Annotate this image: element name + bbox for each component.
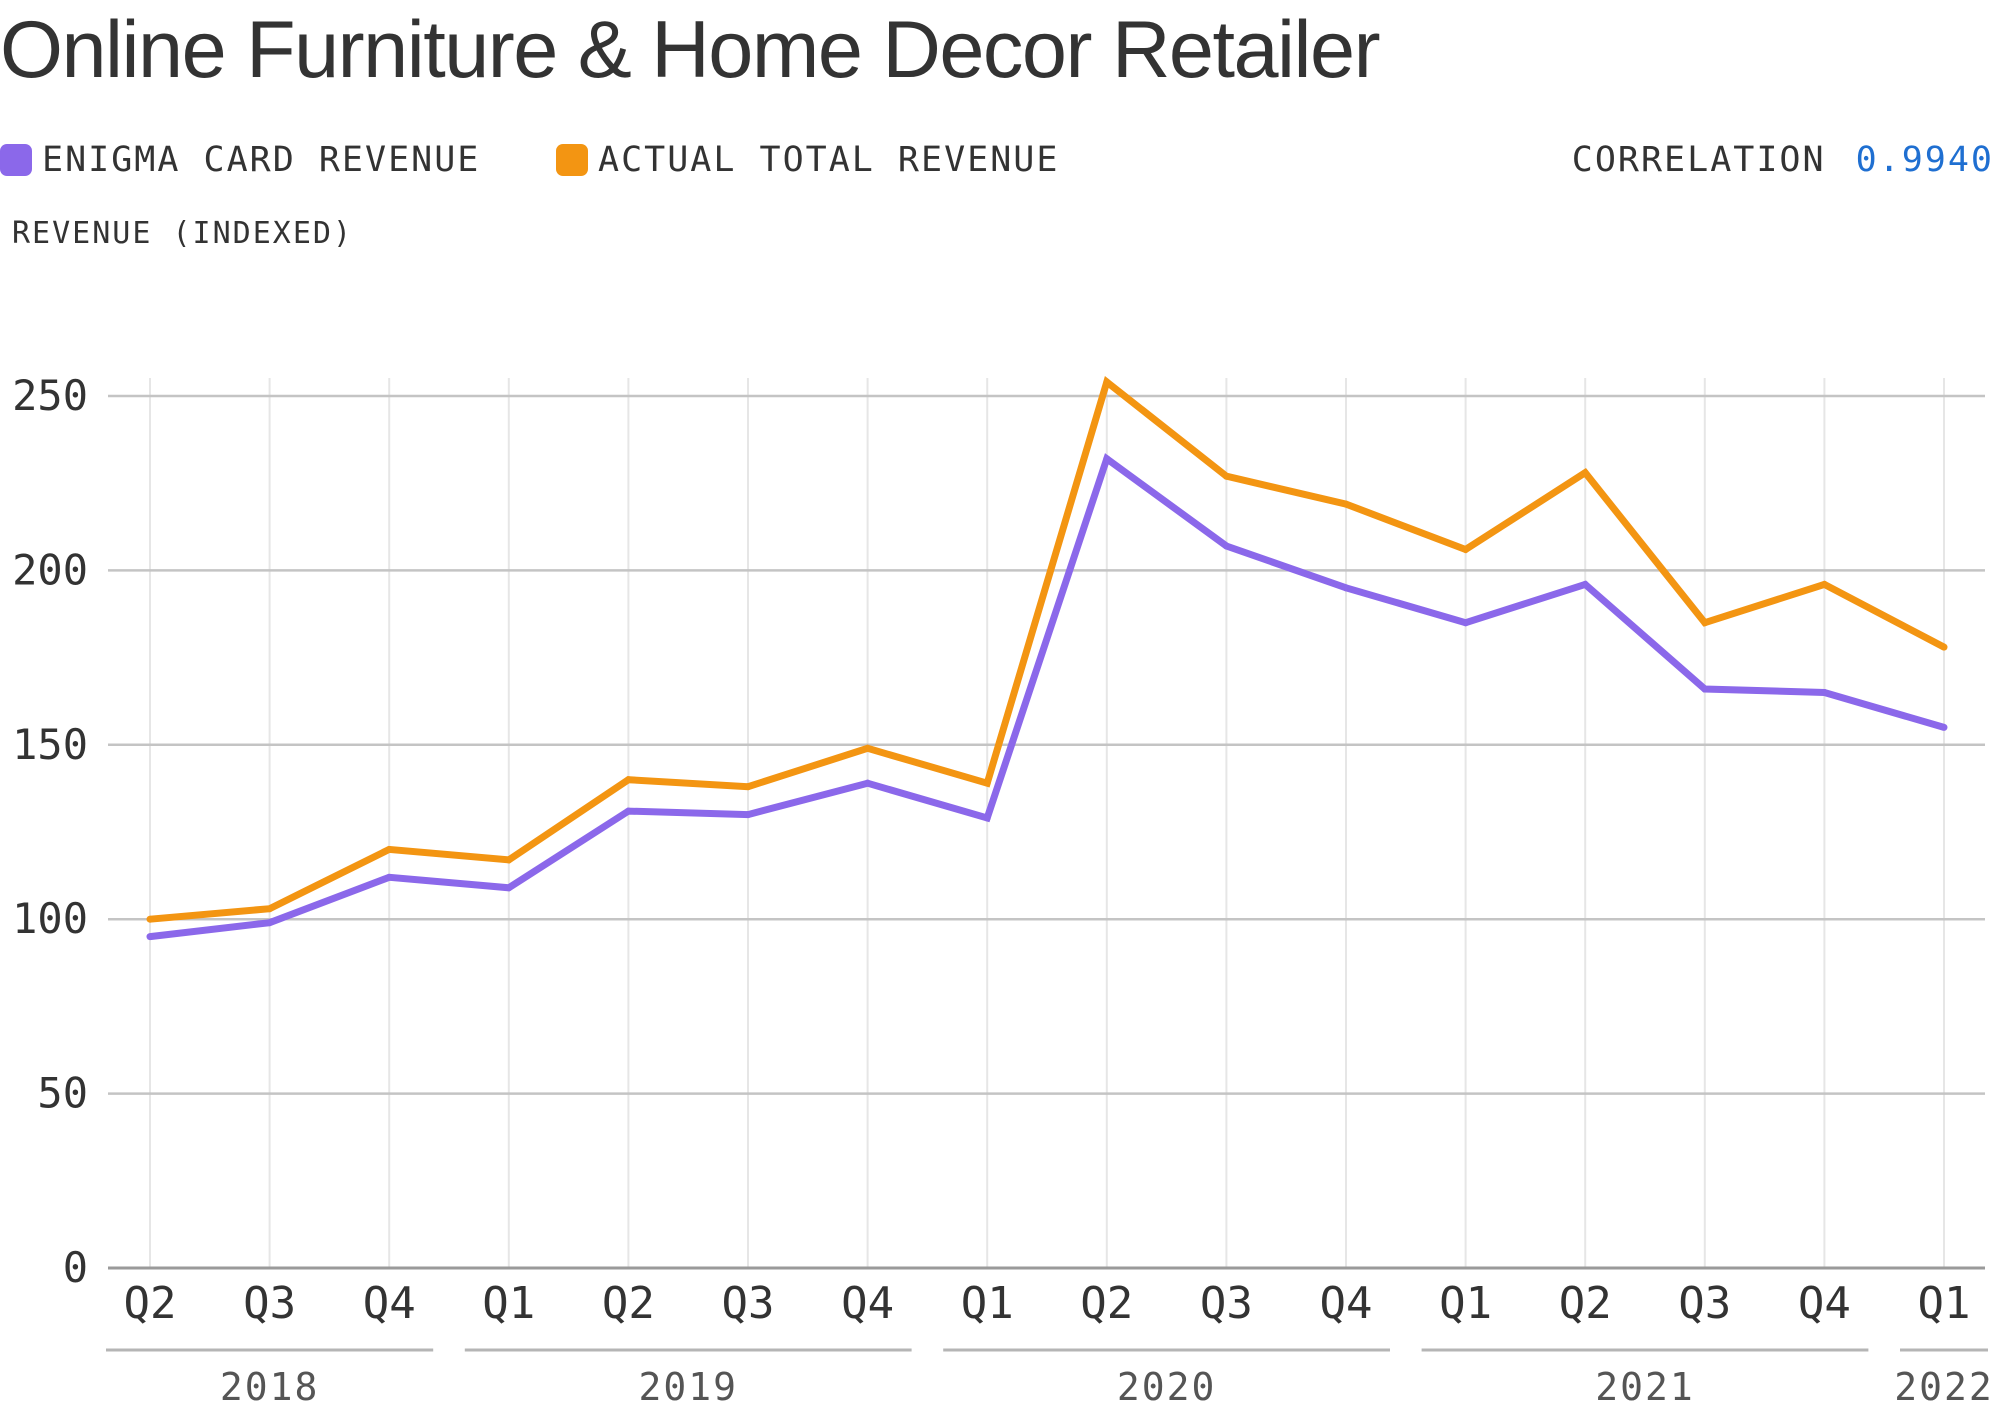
- actual-total-revenue-point: [1581, 469, 1589, 477]
- x-tick-label: Q2: [1559, 1278, 1612, 1329]
- enigma-card-revenue-point: [1581, 580, 1589, 588]
- actual-total-revenue-point: [1701, 619, 1709, 627]
- actual-total-revenue-point: [1103, 378, 1111, 386]
- correlation-label: CORRELATION: [1571, 140, 1826, 180]
- enigma-card-revenue-line: [149, 453, 1945, 941]
- year-label: 2022: [1894, 1365, 1994, 1409]
- legend-item-enigma: ENIGMA CARD REVENUE: [0, 140, 480, 180]
- legend: ENIGMA CARD REVENUE ACTUAL TOTAL REVENUE…: [0, 140, 2002, 188]
- enigma-card-revenue-point: [1342, 584, 1350, 592]
- enigma-card-revenue-point: [505, 884, 513, 892]
- x-tick-label: Q3: [1200, 1278, 1253, 1329]
- year-label: 2020: [1117, 1365, 1217, 1409]
- x-tick-label: Q4: [363, 1278, 416, 1329]
- enigma-card-revenue-point: [146, 933, 154, 941]
- enigma-card-revenue-point: [1222, 542, 1230, 550]
- chart-title: Online Furniture & Home Decor Retailer: [0, 5, 1381, 95]
- year-label: 2021: [1595, 1365, 1695, 1409]
- actual-total-revenue-line: [149, 376, 1946, 923]
- y-tick-label: 150: [12, 720, 88, 769]
- legend-item-actual: ACTUAL TOTAL REVENUE: [556, 140, 1059, 180]
- legend-swatch-actual: [556, 144, 588, 176]
- actual-total-revenue-point: [146, 915, 154, 923]
- y-axis-label: REVENUE (INDEXED): [12, 216, 354, 251]
- enigma-card-revenue-point: [983, 814, 991, 822]
- correlation-value: 0.9940: [1855, 140, 1994, 180]
- x-tick-label: Q2: [602, 1278, 655, 1329]
- y-tick-label: 250: [12, 371, 88, 420]
- x-tick-label: Q1: [1439, 1278, 1492, 1329]
- actual-total-revenue-point: [864, 744, 872, 752]
- y-tick-label: 100: [12, 894, 88, 943]
- enigma-card-revenue-point: [1103, 455, 1111, 463]
- x-tick-label: Q4: [1320, 1278, 1373, 1329]
- x-tick-label: Q3: [243, 1278, 296, 1329]
- actual-total-revenue-point: [1820, 580, 1828, 588]
- actual-total-revenue-point: [266, 905, 274, 913]
- enigma-card-revenue-point: [1701, 685, 1709, 693]
- actual-total-revenue-point: [744, 783, 752, 791]
- enigma-card-revenue-point: [744, 811, 752, 819]
- year-label: 2019: [638, 1365, 738, 1409]
- x-tick-label: Q3: [722, 1278, 775, 1329]
- y-tick-label: 200: [12, 545, 88, 594]
- x-tick-label: Q4: [1798, 1278, 1851, 1329]
- y-tick-label: 0: [63, 1243, 88, 1292]
- legend-label-actual: ACTUAL TOTAL REVENUE: [598, 140, 1060, 180]
- enigma-card-revenue-point: [624, 807, 632, 815]
- actual-total-revenue-point: [1222, 472, 1230, 480]
- legend-label-enigma: ENIGMA CARD REVENUE: [42, 140, 481, 180]
- year-label: 2018: [220, 1365, 320, 1409]
- actual-total-revenue-point: [1462, 545, 1470, 553]
- enigma-card-revenue-point: [385, 873, 393, 881]
- actual-total-revenue-point: [505, 856, 513, 864]
- enigma-card-revenue-point: [1940, 723, 1948, 731]
- correlation: CORRELATION 0.9940: [1572, 140, 1994, 180]
- x-tick-label: Q2: [1080, 1278, 1133, 1329]
- actual-total-revenue-point: [1342, 500, 1350, 508]
- enigma-card-revenue-point: [266, 919, 274, 927]
- x-tick-label: Q4: [841, 1278, 894, 1329]
- x-tick-label: Q2: [124, 1278, 177, 1329]
- actual-total-revenue-point: [385, 845, 393, 853]
- actual-total-revenue-point: [1940, 643, 1948, 651]
- y-tick-label: 50: [37, 1069, 88, 1118]
- enigma-card-revenue-point: [1820, 688, 1828, 696]
- enigma-card-revenue-point: [864, 779, 872, 787]
- enigma-card-revenue-point: [1462, 619, 1470, 627]
- actual-total-revenue-point: [983, 779, 991, 787]
- legend-swatch-enigma: [0, 144, 32, 176]
- x-tick-label: Q1: [961, 1278, 1014, 1329]
- actual-total-revenue-point: [624, 776, 632, 784]
- x-tick-label: Q1: [1918, 1278, 1971, 1329]
- x-tick-label: Q1: [482, 1278, 535, 1329]
- x-tick-label: Q3: [1678, 1278, 1731, 1329]
